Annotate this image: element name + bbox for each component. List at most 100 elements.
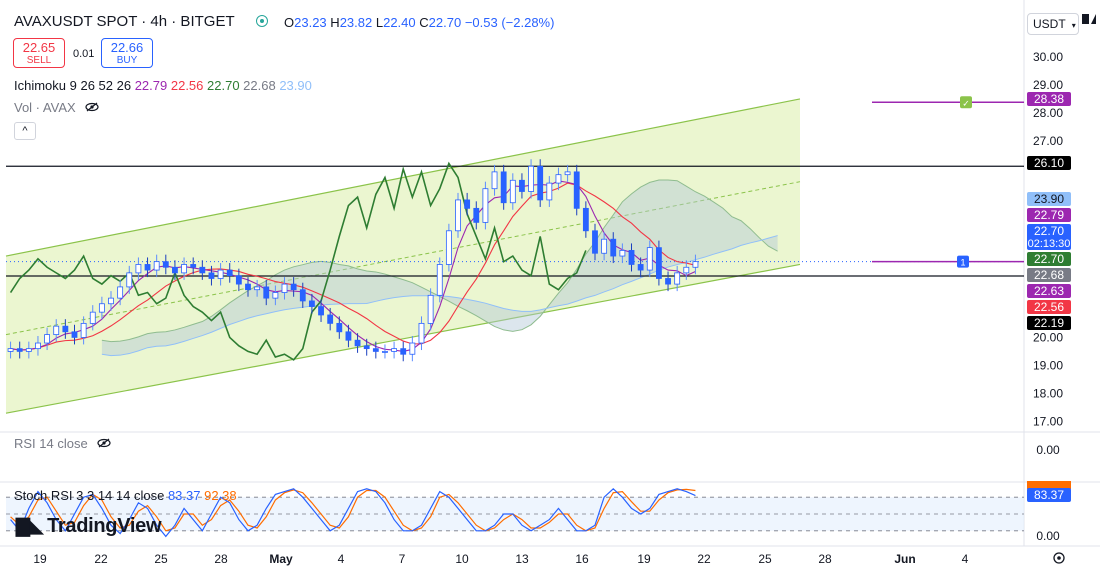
collapse-legend-button[interactable]: ^ — [14, 122, 36, 140]
candle-body — [573, 171, 580, 209]
rsi-hidden-eye-icon[interactable] — [97, 436, 111, 451]
ichimoku-value: 22.70 — [207, 78, 244, 93]
candle — [683, 260, 690, 280]
price-label: 22.68 — [1027, 268, 1071, 282]
rsi-name: RSI 14 close — [14, 436, 88, 451]
currency-select[interactable]: USDT ▾ — [1027, 13, 1079, 35]
candle — [555, 167, 562, 191]
change-value: −0.53 (−2.28%) — [464, 15, 555, 30]
candle-body — [363, 345, 370, 350]
price-label: 26.10 — [1027, 156, 1071, 170]
price-labels: 28.3826.1023.9022.7922.7002:13:3022.7022… — [1027, 92, 1071, 502]
candle — [610, 232, 617, 264]
currency-label: USDT — [1033, 17, 1066, 31]
candle — [655, 240, 662, 286]
candle — [455, 192, 461, 238]
candle — [7, 341, 14, 359]
candle-body — [181, 264, 187, 274]
ichimoku-name: Ichimoku 9 26 52 26 — [14, 78, 132, 93]
candle — [692, 254, 699, 275]
candle — [427, 288, 434, 331]
time-tick-label: 28 — [214, 552, 228, 566]
time-tick-label: 19 — [33, 552, 47, 566]
time-tick-label: May — [269, 552, 293, 566]
candle — [646, 240, 653, 278]
candle-body — [372, 348, 379, 352]
candle — [537, 159, 544, 207]
price-tick-label: 29.00 — [1033, 78, 1063, 92]
stoch-legend[interactable]: Stoch RSI 3 3 14 14 close 83.37 92.38 — [14, 488, 237, 503]
candle — [35, 336, 41, 356]
candle-body — [126, 272, 133, 288]
candle-body — [35, 342, 41, 350]
candle-body — [345, 331, 352, 341]
buy-button[interactable]: 22.66 BUY — [101, 38, 153, 68]
price-label-text: 22.70 — [1034, 252, 1064, 266]
hidden-eye-icon[interactable] — [85, 100, 99, 115]
price-label-bg — [1027, 300, 1071, 314]
candle — [473, 201, 480, 230]
candle — [400, 341, 407, 362]
low-value: 22.40 — [383, 15, 416, 30]
candle-body — [299, 289, 306, 302]
time-tick-label: 25 — [154, 552, 168, 566]
price-label-text: 23.90 — [1034, 192, 1064, 206]
candle-body — [153, 261, 160, 271]
candle — [382, 344, 388, 359]
price-label-text: 22.56 — [1034, 300, 1064, 314]
volume-legend[interactable]: Vol · AVAX — [14, 100, 99, 115]
more-options-icon[interactable] — [1082, 12, 1096, 31]
price-axis[interactable]: 30.00 29.00 28.00 27.00 20.00 19.00 18.00 17.00… — [1033, 50, 1063, 543]
tradingview-logo[interactable]: ▇◣ TradingView — [16, 515, 162, 538]
candle — [208, 265, 215, 286]
ichimoku-legend[interactable]: Ichimoku 9 26 52 26 22.79 22.56 22.70 22… — [14, 78, 312, 93]
candle — [482, 181, 489, 230]
close-value: 22.70 — [428, 15, 462, 30]
ichimoku-lines — [9, 161, 696, 361]
candle-body — [272, 292, 279, 299]
time-tick-label: 10 — [455, 552, 469, 566]
candle — [217, 263, 224, 286]
stoch-k-value: 83.37 — [167, 488, 201, 503]
candle-body — [16, 348, 23, 352]
candle — [71, 324, 78, 345]
candle — [445, 223, 452, 272]
candle — [363, 338, 370, 356]
candle-body — [89, 311, 96, 324]
tenkan-line — [10, 180, 696, 352]
sell-button[interactable]: 22.65 SELL — [13, 38, 65, 68]
candle — [62, 319, 69, 339]
candle — [436, 257, 443, 303]
candle — [44, 327, 51, 351]
candle — [372, 341, 379, 359]
stoch-d-value: 92.38 — [204, 488, 237, 503]
candle-body — [117, 286, 124, 299]
candle — [235, 268, 242, 292]
candle-body — [162, 261, 169, 268]
stoch-rsi-pane — [6, 487, 1024, 538]
price-tick-label: 18.00 — [1033, 387, 1063, 401]
candle-body — [318, 306, 324, 316]
time-tick-label: 4 — [962, 552, 969, 566]
price-label: 28.38 — [1027, 92, 1071, 106]
stoch-d-tag — [1027, 481, 1071, 489]
candles — [7, 159, 699, 362]
candle-body — [400, 348, 407, 355]
volume-name: Vol · AVAX — [14, 100, 76, 115]
candle — [354, 333, 361, 353]
candle-body — [482, 188, 489, 223]
candle — [153, 254, 160, 278]
rsi-legend[interactable]: RSI 14 close — [14, 436, 111, 451]
settings-gear-icon — [1053, 552, 1065, 564]
candle-body — [25, 348, 32, 352]
price-tick-label: 17.00 — [1033, 415, 1063, 429]
candle-body — [235, 275, 242, 285]
price-label-bg — [1027, 192, 1071, 206]
time-axis[interactable]: 19 22 25 28 May 4 7 10 13 16 19 22 25 28 Jun 4 — [33, 552, 1065, 566]
symbol-title[interactable]: AVAXUSDT SPOT · 4h · BITGET — [14, 13, 235, 30]
ichimoku-value: 23.90 — [279, 78, 312, 93]
candle-body — [610, 238, 617, 257]
candle — [582, 201, 589, 238]
